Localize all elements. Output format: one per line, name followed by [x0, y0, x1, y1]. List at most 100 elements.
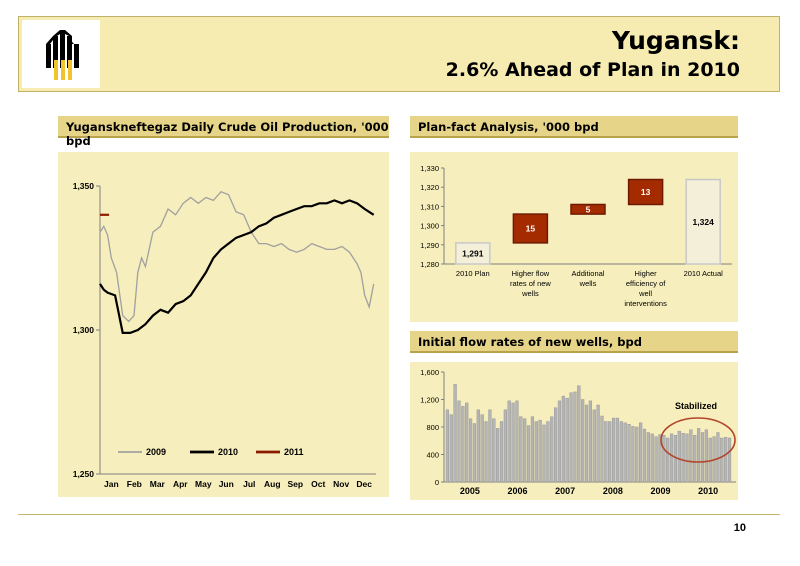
- x-tick-label: Mar: [150, 479, 166, 489]
- bar-data-label: 1,324: [693, 217, 715, 227]
- flowrate-bar: [650, 433, 654, 483]
- flowrate-bar: [449, 414, 453, 483]
- flowrate-bar: [503, 409, 507, 483]
- flowrate-bar: [658, 434, 662, 483]
- flowrate-bar: [550, 416, 554, 483]
- flowrate-bar: [697, 428, 701, 483]
- flowrate-bar: [623, 422, 627, 483]
- flowrate-bar: [654, 436, 658, 483]
- flowrate-bar: [639, 422, 643, 483]
- category-label: Higher flow: [512, 269, 550, 278]
- x-tick-label: Aug: [264, 479, 281, 489]
- flowrate-bar: [604, 421, 608, 483]
- flowrate-bar: [511, 402, 515, 483]
- flowrate-bar: [538, 419, 542, 483]
- category-label: Higher: [635, 269, 658, 278]
- category-label: interventions: [624, 299, 667, 308]
- legend-label-2009: 2009: [146, 447, 166, 457]
- flowrate-bar: [476, 409, 480, 483]
- series-line-2010: [99, 199, 375, 334]
- year-label: 2005: [460, 486, 480, 496]
- flowrate-bar: [457, 400, 461, 483]
- flowrate-bar: [584, 404, 589, 483]
- flowrate-bar: [685, 433, 689, 483]
- flowrate-bar: [565, 397, 569, 483]
- flowrate-bar: [662, 435, 666, 483]
- slide-title: Yugansk:: [611, 26, 740, 55]
- flowrate-bar: [677, 430, 681, 483]
- company-logo: [22, 20, 100, 88]
- flowrate-bar: [488, 409, 492, 483]
- flowrate-bar: [588, 400, 592, 483]
- flowrate-bar: [542, 424, 546, 483]
- flowrate-bar: [720, 437, 724, 483]
- flowrate-bar: [631, 426, 635, 483]
- flowrate-bar: [534, 421, 538, 483]
- y-tick-label: 1,320: [420, 183, 439, 192]
- flowrate-bar: [530, 416, 535, 483]
- year-label: 2009: [650, 486, 670, 496]
- stabilized-annotation: Stabilized: [675, 401, 717, 411]
- flowrate-bar: [611, 417, 616, 483]
- flowrate-bar: [693, 435, 697, 483]
- category-label: wells: [521, 289, 539, 298]
- slide-subtitle: 2.6% Ahead of Plan in 2010: [445, 59, 740, 81]
- x-tick-label: Dec: [356, 479, 372, 489]
- flowrate-bar: [716, 432, 720, 483]
- flowrate-bar: [557, 400, 562, 483]
- y-tick-label: 1,300: [73, 325, 95, 335]
- planfact-waterfall-chart: 1,330 1,320 1,310 1,300 1,290 1,280 1,291 2010 …: [420, 164, 732, 308]
- flowrate-bar: [724, 437, 728, 483]
- flowrate-bar: [619, 421, 623, 483]
- flowrate-bar: [461, 406, 465, 483]
- bar-data-label: 5: [586, 204, 591, 214]
- x-tick-label: Jun: [219, 479, 234, 489]
- bar-data-label: 15: [526, 223, 536, 233]
- x-tick-label: Jan: [104, 479, 119, 489]
- flowrate-bar: [596, 404, 600, 483]
- category-label: 2010 Actual: [684, 269, 724, 278]
- flowrate-bar: [569, 392, 573, 483]
- production-chart-panel: 1,350 1,300 1,250 Jan Feb Mar Apr May Jun Jul Aug S…: [58, 152, 389, 497]
- flowrate-bar: [635, 426, 639, 483]
- category-label: efficiency of: [626, 279, 666, 288]
- flowrate-bar: [554, 407, 558, 483]
- flowrate-bar: [727, 437, 732, 483]
- planfact-chart-panel: 1,330 1,320 1,310 1,300 1,290 1,280 1,291 2010 …: [410, 152, 738, 322]
- flowrate-bar: [499, 421, 504, 483]
- flowrate-bar: [600, 415, 604, 483]
- flowrate-bar: [496, 428, 500, 483]
- flowrate-bar: [445, 409, 449, 483]
- bar-data-label: 13: [641, 187, 651, 197]
- stabilized-highlight-ellipse: [660, 417, 736, 463]
- footer-divider: [18, 514, 780, 515]
- y-tick-label: 1,280: [420, 260, 439, 269]
- waterfall-bar: [512, 213, 549, 244]
- page-number: 10: [733, 522, 746, 534]
- y-tick-label: 1,350: [73, 181, 95, 191]
- flowrate-bar: [546, 421, 550, 483]
- x-tick-label: Oct: [311, 479, 325, 489]
- y-tick-label: 800: [426, 423, 439, 432]
- bar-data-label: 1,291: [462, 248, 484, 258]
- flowrate-bar: [577, 385, 581, 483]
- y-tick-label: 1,290: [420, 241, 439, 250]
- category-label: rates of new: [510, 279, 551, 288]
- production-line-chart: 1,350 1,300 1,250 Jan Feb Mar Apr May Jun Jul Aug S…: [73, 181, 376, 489]
- planfact-chart-title: Plan-fact Analysis, '000 bpd: [410, 116, 738, 138]
- flowrate-bar: [515, 400, 519, 483]
- category-label: 2010 Plan: [456, 269, 490, 278]
- flowrate-bar: [453, 384, 457, 483]
- flowrate-bar: [666, 437, 670, 483]
- year-label: 2006: [507, 486, 527, 496]
- y-tick-label: 400: [426, 451, 439, 460]
- y-tick-label: 0: [435, 478, 439, 487]
- y-tick-label: 1,600: [420, 368, 439, 377]
- flowrate-bar: [492, 418, 496, 483]
- flowrate-bar: [581, 399, 585, 483]
- waterfall-bar: [627, 178, 664, 206]
- flowrate-chart-panel: 1,600 1,200 800 400 0 2005 2006 2007 2008 2009 201…: [410, 362, 738, 500]
- series-line-2009: [99, 191, 375, 323]
- flowrate-bar: [561, 395, 565, 483]
- flowrate-bar: [642, 428, 647, 483]
